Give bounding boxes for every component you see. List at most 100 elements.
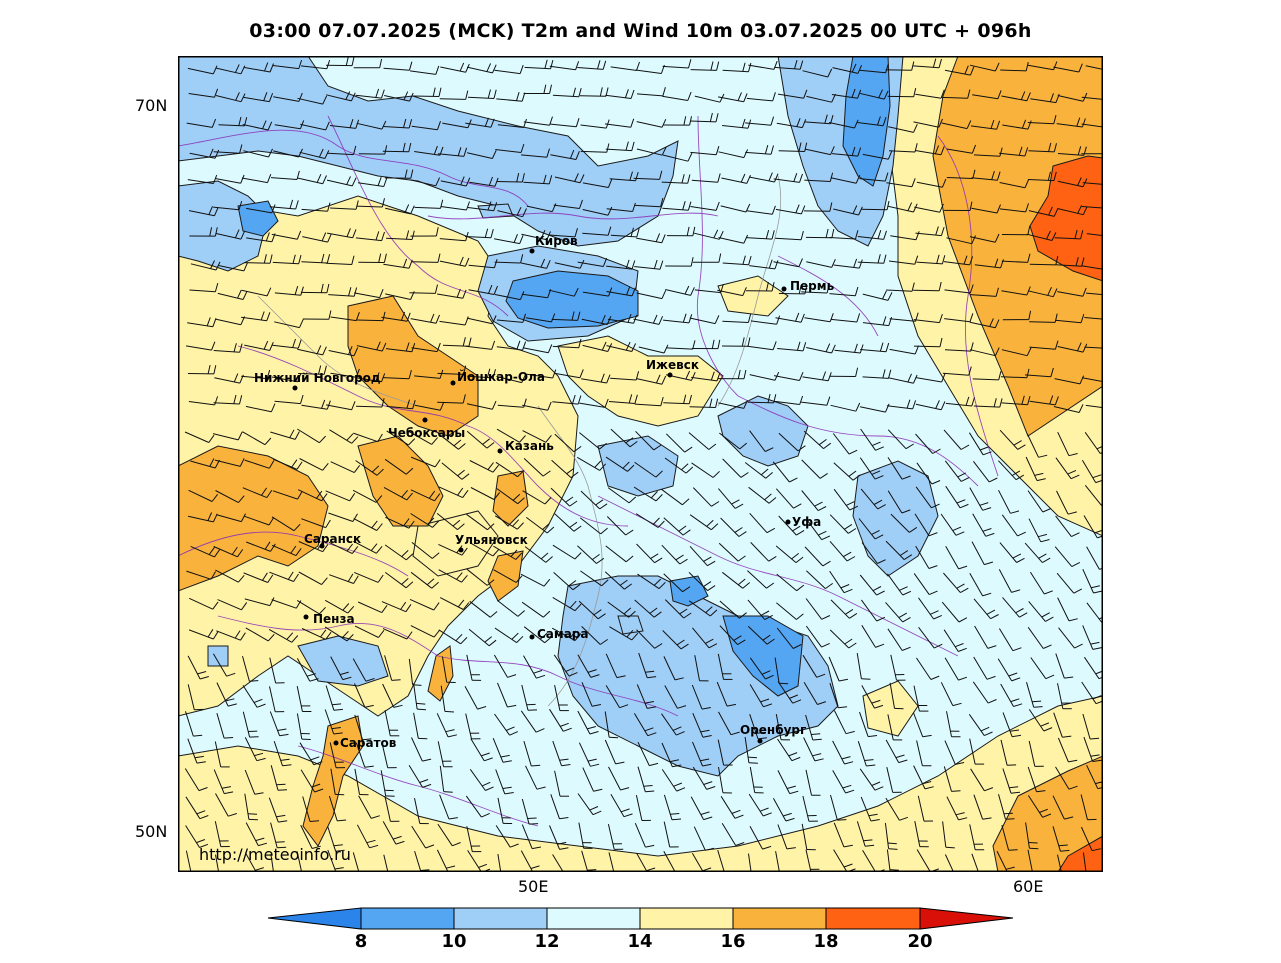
wind-barb [1057,683,1064,709]
wind-barb [604,711,610,738]
wind-barb [999,208,1026,213]
wind-barb-feather [1048,142,1052,152]
wind-barb [917,795,925,822]
wind-barb-feather [988,477,998,483]
wind-barb-feather [626,629,634,638]
wind-barb [1030,657,1047,679]
wind-barb-feather [692,226,696,236]
wind-barb [636,543,655,564]
wind-barb-feather [326,283,330,293]
wind-barb-feather [379,58,383,68]
wind-barb [887,205,914,213]
field-18-20 [1029,155,1103,872]
wind-barb [383,377,410,380]
wind-barb [1080,794,1088,820]
wind-barb-feather [855,230,859,240]
wind-barb-feather [871,529,880,535]
wind-barb-feather [840,584,850,589]
wind-barb [522,490,546,505]
wind-barb-feather [883,90,889,100]
wind-barb [324,599,349,614]
wind-barb [972,513,987,537]
wind-barb [944,349,971,352]
wind-barb-feather [742,287,747,296]
wind-barb [213,151,240,154]
wind-barb-feather [438,87,442,97]
wind-barb [969,487,984,511]
wind-barb-feather [655,233,661,242]
wind-barb-feather [587,669,597,673]
wind-barb [469,181,496,187]
wind-barb-feather [547,344,553,353]
wind-barb [859,178,886,182]
wind-barb-feather [731,499,740,505]
wind-barb-feather [321,493,328,502]
wind-barb-feather [939,313,943,323]
wind-barb-feather [628,496,637,504]
wind-barb-feather [630,227,634,237]
wind-barb [300,824,313,849]
wind-barb-feather [490,228,494,238]
wind-barb [579,95,607,97]
wind-barb-feather [768,555,777,562]
wind-barb-feather [462,394,466,404]
wind-barb-feather [211,493,218,502]
wind-barb [830,177,857,184]
wind-barb-feather [492,464,499,473]
wind-barb [414,404,441,411]
wind-barb [718,151,745,159]
wind-barb-feather [848,449,858,455]
wind-barb-feather [342,676,352,681]
wind-barb [890,235,917,241]
wind-barb [860,488,879,510]
wind-barb-feather [1092,695,1102,700]
wind-barb [1000,739,1008,766]
wind-barb-feather [199,815,209,820]
wind-barb [633,177,660,180]
wind-barb [522,347,549,354]
wind-barb-feather [710,523,719,531]
wind-barb-feather [770,116,775,126]
wind-barb-feather [629,441,638,448]
wind-barb-feather [913,203,918,213]
wind-barb-feather [295,200,299,210]
wind-barb-feather [589,806,599,811]
wind-barb-feather [237,289,242,299]
wind-barb-feather [1060,849,1070,852]
wind-barb [300,65,327,70]
wind-barb-feather [310,756,320,761]
wind-barb [436,713,449,738]
wind-barb-feather [607,206,613,216]
wind-barb [411,347,438,353]
wind-barb-feather [676,787,686,792]
wind-barb [243,96,270,103]
wind-barb-feather [854,286,859,296]
wind-barb-feather [994,233,1000,243]
wind-barb [886,766,894,793]
wind-barb [549,825,561,850]
wind-barb-feather [831,258,836,268]
wind-barb-feather [239,343,243,353]
wind-barb [465,713,472,740]
wind-barb-feather [269,254,273,264]
wind-barb [608,852,615,872]
wind-barb-feather [434,284,438,294]
wind-barb [553,204,580,209]
wind-barb [383,263,410,269]
wind-barb [213,546,238,558]
wind-barb-feather [462,490,469,498]
wind-barb [663,794,673,820]
wind-barb-feather [321,399,326,409]
wind-barb-feather [965,396,970,406]
wind-barb-feather [504,792,514,795]
wind-barb-feather [213,174,218,184]
wind-barb-feather [988,699,997,704]
wind-barb [716,681,728,707]
wind-barb [633,486,657,502]
wind-barb-feather [432,87,436,97]
wind-barb-feather [502,786,512,789]
wind-barb [803,737,816,762]
wind-barb-feather [456,572,463,580]
wind-barb-feather [765,472,773,479]
colorbar-tick-20: 20 [907,931,933,952]
